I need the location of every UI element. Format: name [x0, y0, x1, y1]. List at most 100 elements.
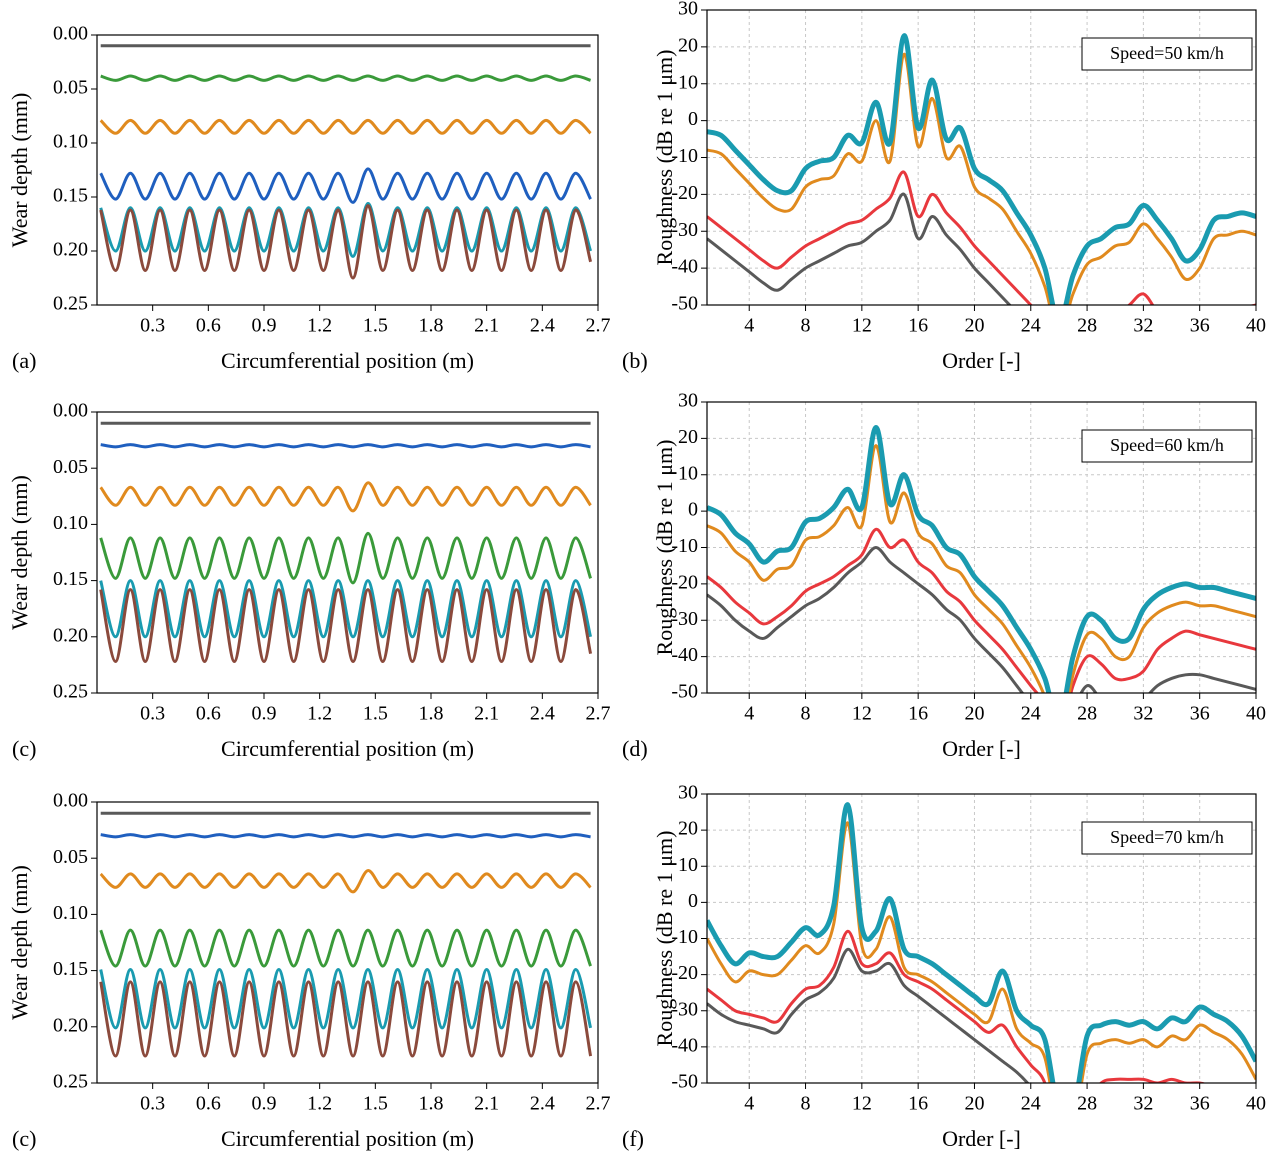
- panel-label: (b): [622, 348, 648, 373]
- y-tick-label: 0.00: [53, 23, 88, 45]
- x-tick-label: 36: [1190, 703, 1210, 725]
- y-tick-label: 0.25: [53, 293, 88, 315]
- series-line: [99, 980, 593, 1058]
- y-tick-label: 0.15: [53, 185, 88, 207]
- y-tick-label: 0.10: [53, 131, 88, 153]
- annotation-box: [1081, 37, 1253, 71]
- x-axis-label: Circumferential position (m): [221, 736, 474, 761]
- series-line: [707, 33, 1256, 305]
- y-tick-label: 10: [678, 71, 698, 93]
- series-group: [99, 421, 593, 664]
- series-line: [100, 443, 591, 449]
- series-line: [99, 204, 593, 280]
- y-tick-label: 0.05: [53, 846, 88, 868]
- x-tick-label: 8: [801, 1093, 811, 1115]
- x-tick-label: 2.1: [474, 315, 499, 337]
- y-tick-label: 30: [678, 390, 698, 412]
- y-tick-label: 0.25: [53, 1071, 88, 1093]
- x-tick-label: 1.5: [363, 1093, 388, 1115]
- x-axis-label: Order [-]: [942, 348, 1021, 373]
- x-tick-label: 36: [1190, 315, 1210, 337]
- y-tick-label: 10: [678, 854, 698, 876]
- x-tick-label: 8: [801, 315, 811, 337]
- y-tick-label: 0.20: [53, 1014, 88, 1036]
- y-tick-label: 0.05: [53, 77, 88, 99]
- plot-frame: [96, 411, 599, 694]
- series-group: [99, 44, 593, 280]
- y-axis-label: Roughness (dB re 1 μm): [652, 831, 677, 1047]
- y-axis-label: Wear depth (mm): [7, 475, 32, 630]
- y-tick-label: -50: [671, 681, 698, 703]
- series-line: [100, 74, 592, 82]
- x-tick-label: 0.9: [252, 1093, 277, 1115]
- panel: -50 -40 -30 -20 -10 0 10 20 30 4 8 12 16 20 24 28 32 36 40…: [622, 390, 1266, 761]
- y-tick-label: -30: [671, 219, 698, 241]
- x-tick-label: 32: [1133, 1093, 1153, 1115]
- series-line: [99, 579, 593, 639]
- x-axis-label: Order [-]: [942, 1126, 1021, 1151]
- series-line: [99, 869, 592, 894]
- y-axis-label: Roughness (dB re 1 μm): [652, 440, 677, 656]
- y-tick-label: -50: [671, 293, 698, 315]
- x-tick-label: 4: [744, 315, 754, 337]
- x-tick-label: 2.7: [586, 315, 611, 337]
- series-line: [707, 929, 1207, 1083]
- x-tick-label: 2.1: [474, 1093, 499, 1115]
- series-line: [99, 201, 593, 258]
- annotation: Speed=60 km/h: [1110, 435, 1224, 455]
- y-tick-label: -30: [671, 608, 698, 630]
- series-line: [707, 527, 1256, 693]
- x-tick-label: 32: [1133, 703, 1153, 725]
- x-tick-label: 36: [1190, 1093, 1210, 1115]
- y-tick-label: -20: [671, 962, 698, 984]
- x-tick-label: 24: [1021, 1093, 1041, 1115]
- y-axis-label: Wear depth (mm): [7, 865, 32, 1020]
- y-tick-label: -40: [671, 1034, 698, 1056]
- x-tick-label: 20: [964, 1093, 984, 1115]
- series-line: [99, 588, 593, 664]
- plot-frame: [706, 9, 1257, 306]
- x-tick-label: 28: [1077, 703, 1097, 725]
- series-line: [707, 821, 1256, 1083]
- x-tick-label: 2.4: [530, 1093, 555, 1115]
- y-tick-label: 30: [678, 782, 698, 804]
- y-tick-label: -10: [671, 926, 698, 948]
- y-tick-label: -30: [671, 998, 698, 1020]
- x-tick-label: 12: [852, 703, 872, 725]
- series-group: [707, 33, 1256, 305]
- x-tick-label: 0.3: [140, 315, 165, 337]
- series-group: [707, 802, 1256, 1083]
- annotation: Speed=50 km/h: [1110, 43, 1224, 63]
- x-tick-label: 2.7: [586, 1093, 611, 1115]
- x-tick-label: 32: [1133, 315, 1153, 337]
- x-tick-label: 12: [852, 1093, 872, 1115]
- plot-frame: [96, 34, 599, 306]
- x-tick-label: 28: [1077, 315, 1097, 337]
- y-tick-label: 0: [688, 499, 698, 521]
- annotation-box: [1081, 429, 1253, 463]
- panel-label: (c): [12, 736, 36, 761]
- y-tick-label: 30: [678, 0, 698, 20]
- panel: -50 -40 -30 -20 -10 0 10 20 30 4 8 12 16 20 24 28 32 36 40…: [622, 782, 1266, 1151]
- x-tick-label: 2.4: [530, 315, 555, 337]
- y-axis-label: Wear depth (mm): [7, 93, 32, 248]
- plot-frame: [706, 401, 1257, 694]
- series-line: [99, 481, 592, 513]
- y-tick-label: 0.00: [53, 790, 88, 812]
- x-tick-label: 1.8: [419, 1093, 444, 1115]
- y-tick-label: -20: [671, 571, 698, 593]
- y-axis-label: Roughness (dB re 1 μm): [652, 50, 677, 266]
- panel: -50 -40 -30 -20 -10 0 10 20 30 4 8 12 16 20 24 28 32 36 40…: [622, 0, 1266, 373]
- series-line: [99, 118, 592, 135]
- series-line: [707, 52, 1256, 305]
- x-tick-label: 4: [744, 703, 754, 725]
- x-tick-label: 20: [964, 703, 984, 725]
- x-tick-label: 1.2: [307, 315, 332, 337]
- panel-label: (f): [622, 1126, 644, 1151]
- annotation-box: [1081, 821, 1253, 855]
- x-tick-label: 16: [908, 1093, 928, 1115]
- panel-label: (a): [12, 348, 36, 373]
- x-axis-label: Order [-]: [942, 736, 1021, 761]
- y-tick-label: 0: [688, 108, 698, 130]
- panel-label: (d): [622, 736, 648, 761]
